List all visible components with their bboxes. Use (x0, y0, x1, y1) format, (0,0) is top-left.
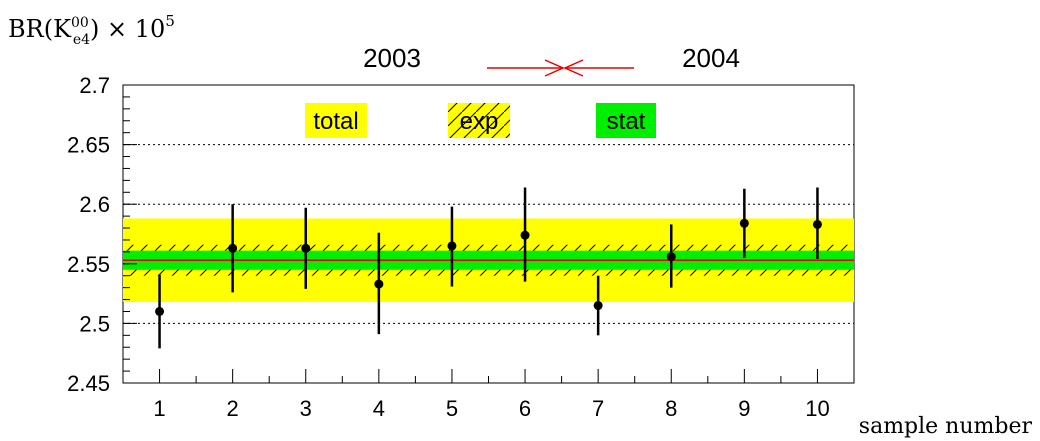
data-point (228, 243, 238, 253)
x-tick-label: 10 (805, 396, 829, 421)
y-tick-label: 2.45 (67, 371, 110, 396)
y-tick-label: 2.6 (79, 192, 110, 217)
data-point (155, 306, 165, 316)
x-tick-label: 5 (446, 396, 458, 421)
data-point (666, 252, 676, 262)
legend-exp-hatch (448, 103, 510, 138)
x-tick-label: 6 (519, 396, 531, 421)
legend-total-label: total (313, 108, 358, 135)
x-tick-label: 9 (738, 396, 750, 421)
legend-stat-label: stat (607, 108, 646, 135)
x-axis-label: sample number (859, 414, 1033, 439)
data-point (739, 218, 749, 228)
x-tick-label: 2 (227, 396, 239, 421)
period-boundary-arrows (487, 59, 634, 77)
x-tick-label: 8 (665, 396, 677, 421)
data-point (447, 241, 457, 251)
y-tick-label: 2.7 (79, 73, 110, 98)
data-point (301, 243, 311, 253)
y-tick-label: 2.65 (67, 133, 110, 158)
data-point (593, 301, 603, 311)
data-point (520, 230, 530, 240)
data-point (812, 219, 822, 229)
x-tick-label: 1 (153, 396, 165, 421)
x-tick-label: 3 (300, 396, 312, 421)
y-tick-label: 2.55 (67, 252, 110, 277)
legend-stat-swatch (596, 103, 656, 138)
period-label-2003: 2003 (363, 43, 421, 73)
x-tick-label: 4 (373, 396, 385, 421)
legend-total-swatch (305, 103, 367, 138)
y-tick-label: 2.5 (79, 311, 110, 336)
y-axis-label: BR(K00 e4) × 105 (8, 12, 175, 48)
period-label-2004: 2004 (682, 43, 740, 73)
x-tick-label: 7 (592, 396, 604, 421)
legend-exp-label: exp (460, 108, 499, 135)
data-point (374, 279, 384, 289)
